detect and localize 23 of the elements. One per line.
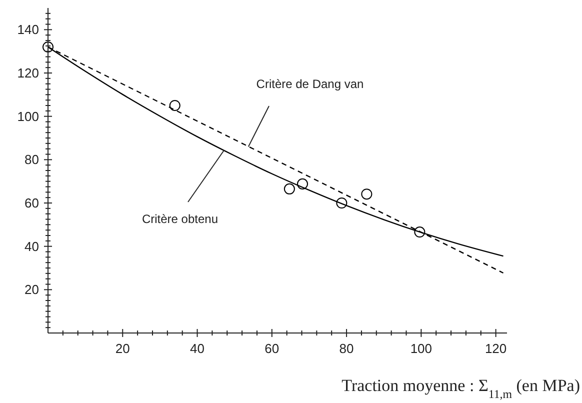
point	[336, 197, 348, 209]
y-tick-label: 20	[24, 282, 39, 298]
x-tick-label: 20	[115, 341, 130, 356]
x-tick-label: 120	[484, 341, 507, 356]
y-tick-label: 100	[17, 108, 39, 124]
point	[296, 178, 308, 190]
y-tick-label: 80	[24, 152, 39, 168]
y-tick-label: 40	[24, 238, 39, 254]
annotation: Critère de Dang van	[256, 77, 364, 91]
annotation: Critère obtenu	[142, 212, 218, 226]
y-tick-label: 120	[17, 66, 39, 81]
x-tick-label: 80	[339, 341, 354, 356]
point	[414, 226, 426, 238]
y-tick-label: 60	[24, 196, 39, 211]
x-tick-label: 100	[410, 341, 432, 356]
point	[42, 41, 54, 53]
x-axis-title: Traction moyenne : Σ$_{11,m}$ (en MPa)	[342, 376, 580, 401]
x-tick-label: 40	[190, 341, 205, 356]
y-tick-label: 140	[17, 22, 39, 38]
point	[361, 188, 372, 200]
point	[284, 183, 295, 194]
point	[169, 100, 180, 112]
x-tick-label: 60	[264, 341, 280, 356]
